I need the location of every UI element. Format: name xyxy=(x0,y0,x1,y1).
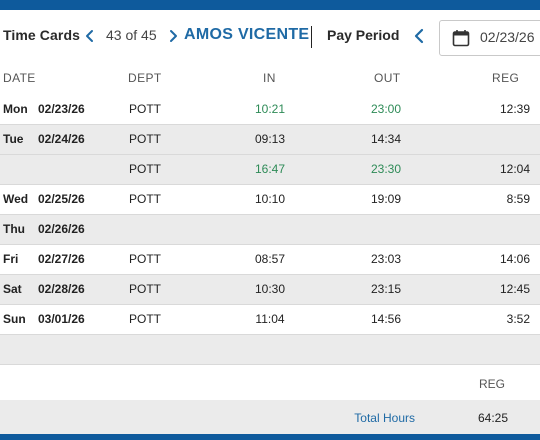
date-cell: 02/25/26 xyxy=(38,192,85,206)
dept-cell: POTT xyxy=(129,252,161,266)
dept-cell: POTT xyxy=(129,102,161,116)
in-time-cell[interactable]: 10:21 xyxy=(254,102,286,116)
out-time-cell[interactable]: 23:30 xyxy=(370,162,402,176)
day-cell: Mon xyxy=(3,102,28,116)
date-cell: 03/01/26 xyxy=(38,312,85,326)
total-hours-label: Total Hours xyxy=(354,411,415,425)
out-time-cell[interactable]: 19:09 xyxy=(370,192,402,206)
table-row[interactable]: Wed 02/25/26 POTT 10:10 19:09 8:59 xyxy=(0,185,540,215)
day-cell: Fri xyxy=(3,252,19,266)
day-cell: Wed xyxy=(3,192,29,206)
date-cell: 02/27/26 xyxy=(38,252,85,266)
total-reg-hours: 64:25 xyxy=(477,411,508,425)
reg-hours-cell: 12:45 xyxy=(499,282,530,296)
totals-header: REG xyxy=(0,365,540,400)
date-value: 02/23/26 xyxy=(480,29,535,45)
table-row[interactable]: Fri 02/27/26 POTT 08:57 23:03 14:06 xyxy=(0,245,540,275)
chevron-right-icon xyxy=(170,30,177,42)
table-spacer xyxy=(0,335,540,365)
bottom-accent-bar xyxy=(0,434,540,440)
day-cell: Thu xyxy=(3,222,25,236)
out-time-cell[interactable]: 23:03 xyxy=(370,252,402,266)
out-time-cell[interactable]: 23:00 xyxy=(370,102,402,116)
table-row[interactable]: Mon 02/23/26 POTT 10:21 23:00 12:39 xyxy=(0,95,540,125)
out-time-cell[interactable]: 14:34 xyxy=(370,132,402,146)
dept-cell: POTT xyxy=(129,132,161,146)
table-row[interactable]: Sun 03/01/26 POTT 11:04 14:56 3:52 xyxy=(0,305,540,335)
in-time-cell[interactable]: 10:30 xyxy=(254,282,286,296)
column-header-in: IN xyxy=(263,71,276,85)
table-row[interactable]: Tue 02/24/26 POTT 09:13 14:34 xyxy=(0,125,540,155)
header-divider xyxy=(311,26,312,48)
out-time-cell[interactable]: 23:15 xyxy=(370,282,402,296)
dept-cell: POTT xyxy=(129,192,161,206)
in-time-cell[interactable]: 11:04 xyxy=(255,312,285,326)
in-time-cell[interactable]: 09:13 xyxy=(254,132,286,146)
table-row[interactable]: Thu 02/26/26 xyxy=(0,215,540,245)
reg-hours-cell: 12:39 xyxy=(499,102,530,116)
totals-row: Total Hours 64:25 xyxy=(0,400,540,434)
dept-cell: POTT xyxy=(129,282,161,296)
page-title: Time Cards xyxy=(3,27,80,43)
dept-cell: POTT xyxy=(129,162,161,176)
chevron-left-icon xyxy=(414,28,424,44)
column-header-reg: REG xyxy=(492,71,520,85)
day-cell: Sun xyxy=(3,312,26,326)
employee-counter: 43 of 45 xyxy=(106,27,157,43)
date-cell: 02/28/26 xyxy=(38,282,85,296)
chevron-left-icon xyxy=(86,30,93,42)
next-employee-button[interactable] xyxy=(166,28,180,44)
prev-employee-button[interactable] xyxy=(83,28,97,44)
date-cell: 02/23/26 xyxy=(38,102,85,116)
in-time-cell[interactable]: 10:10 xyxy=(254,192,286,206)
reg-hours-cell: 14:06 xyxy=(499,252,530,266)
table-row[interactable]: Sat 02/28/26 POTT 10:30 23:15 12:45 xyxy=(0,275,540,305)
table-row[interactable]: POTT 16:47 23:30 12:04 xyxy=(0,155,540,185)
date-cell: 02/24/26 xyxy=(38,132,85,146)
reg-hours-cell: 12:04 xyxy=(499,162,530,176)
date-cell: 02/26/26 xyxy=(38,222,85,236)
out-time-cell[interactable]: 14:56 xyxy=(370,312,402,326)
timecard-header: Time Cards 43 of 45 AMOS VICENTE Pay Per… xyxy=(0,10,540,60)
table-header: DATE DEPT IN OUT REG xyxy=(0,60,540,95)
dept-cell: POTT xyxy=(129,312,161,326)
prev-period-button[interactable] xyxy=(412,28,426,44)
in-time-cell[interactable]: 08:57 xyxy=(254,252,286,266)
column-header-dept: DEPT xyxy=(128,71,162,85)
in-time-cell[interactable]: 16:47 xyxy=(254,162,286,176)
pay-period-label: Pay Period xyxy=(327,27,400,43)
totals-column-header-reg: REG xyxy=(478,377,505,391)
column-header-out: OUT xyxy=(374,71,401,85)
day-cell: Sat xyxy=(3,282,22,296)
reg-hours-cell: 8:59 xyxy=(506,192,530,206)
column-header-date: DATE xyxy=(3,71,36,85)
reg-hours-cell: 3:52 xyxy=(506,312,530,326)
day-cell: Tue xyxy=(3,132,24,146)
employee-name[interactable]: AMOS VICENTE xyxy=(184,26,310,43)
calendar-icon[interactable] xyxy=(452,29,470,47)
top-accent-bar xyxy=(0,0,540,10)
pay-period-date-field[interactable]: 02/23/26 xyxy=(439,20,540,56)
